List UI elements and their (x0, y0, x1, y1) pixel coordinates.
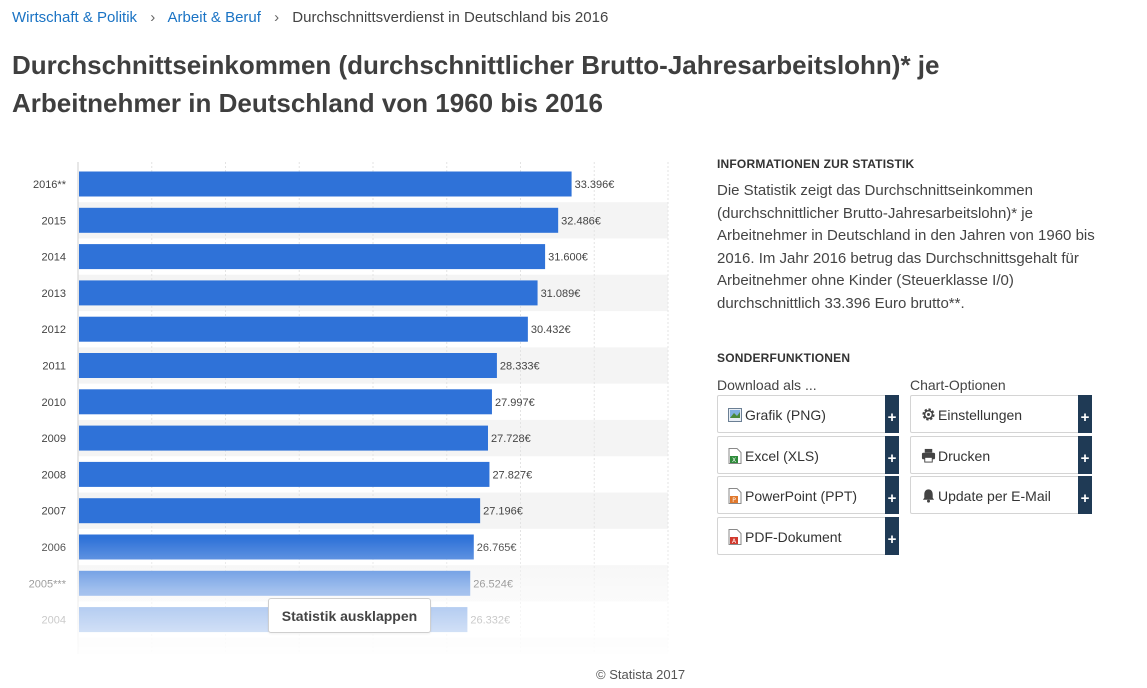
category-label: 2011 (42, 361, 66, 373)
sonderfunktionen-panel: SONDERFUNKTIONEN (717, 351, 1117, 365)
download-xls-button[interactable]: X Excel (XLS) + (717, 436, 899, 474)
excel-file-icon: X (728, 448, 742, 464)
breadcrumb: Wirtschaft & Politik › Arbeit & Beruf › … (12, 9, 608, 26)
category-label: 2007 (42, 506, 66, 518)
plus-icon: + (1078, 395, 1092, 433)
breadcrumb-link-arbeit[interactable]: Arbeit & Beruf (167, 9, 261, 26)
sonderfunktionen-heading: SONDERFUNKTIONEN (717, 351, 851, 365)
category-label: 2012 (42, 324, 66, 336)
value-label: 26.765€ (477, 542, 517, 554)
download-label: Download als ... (717, 377, 817, 393)
bar-chart: 2016** 33.396€ 2015 32.486€ 2014 31.600€ 2013 3… (0, 162, 680, 654)
download-pdf-label: PDF-Dokument (745, 529, 842, 545)
bar (79, 244, 546, 270)
bar (79, 353, 497, 378)
value-label: 27.196€ (483, 506, 523, 518)
svg-text:X: X (732, 457, 736, 464)
category-label: 2016** (33, 179, 67, 191)
bar (79, 316, 528, 342)
info-panel: INFORMATIONEN ZUR STATISTIK Die Statisti… (717, 157, 1117, 315)
bar (79, 570, 471, 596)
category-label: 2008 (42, 469, 66, 481)
svg-text:P: P (732, 497, 736, 504)
bar-chart-svg: 2016** 33.396€ 2015 32.486€ 2014 31.600€ 2013 3… (29, 162, 669, 654)
bar (79, 389, 492, 415)
download-png-button[interactable]: Grafik (PNG) + (717, 395, 899, 433)
powerpoint-file-icon: P (728, 488, 742, 504)
bar (79, 171, 572, 197)
bar (79, 461, 490, 487)
info-heading: INFORMATIONEN ZUR STATISTIK (717, 157, 915, 171)
breadcrumb-current: Durchschnittsverdienst in Deutschland bi… (292, 9, 609, 26)
value-label: 31.600€ (548, 252, 588, 264)
download-xls-label: Excel (XLS) (745, 448, 819, 464)
breadcrumb-separator: › (274, 9, 280, 26)
gear-icon (922, 408, 935, 421)
copyright: © Statista 2017 (596, 667, 686, 682)
value-label: 32.486€ (561, 215, 601, 227)
expand-statistic-button[interactable]: Statistik ausklappen (268, 598, 431, 633)
image-icon (728, 408, 742, 422)
value-label: 33.396€ (575, 179, 615, 191)
download-ppt-label: PowerPoint (PPT) (745, 488, 858, 504)
value-label: 31.089€ (541, 288, 581, 300)
breadcrumb-separator: › (150, 9, 156, 26)
download-ppt-button[interactable]: P PowerPoint (PPT) + (717, 476, 899, 514)
category-label: 2005*** (29, 578, 67, 590)
category-label: 2010 (42, 397, 66, 409)
bar (79, 425, 488, 451)
category-label: 2006 (42, 542, 66, 554)
value-label: 26.524€ (473, 578, 513, 590)
value-label: 26.332€ (470, 615, 510, 627)
category-label: 2014 (42, 252, 66, 264)
bar (79, 498, 481, 524)
bar (79, 207, 559, 233)
plus-icon: + (885, 436, 899, 474)
plus-icon: + (1078, 476, 1092, 514)
email-update-label: Update per E-Mail (938, 488, 1051, 504)
info-text: Die Statistik zeigt das Durchschnittsein… (717, 182, 1095, 312)
printer-icon (921, 448, 936, 463)
chart-options-label: Chart-Optionen (910, 377, 1006, 393)
settings-label: Einstellungen (938, 407, 1023, 423)
download-png-label: Grafik (PNG) (745, 407, 826, 423)
print-label: Drucken (938, 448, 991, 464)
category-label: 2013 (42, 288, 66, 300)
page-title: Durchschnittseinkommen (durchschnittlich… (12, 50, 940, 118)
category-label: 2004 (42, 615, 66, 627)
category-label: 2015 (42, 215, 66, 227)
value-label: 28.333€ (500, 361, 540, 373)
email-update-button[interactable]: Update per E-Mail + (910, 476, 1092, 514)
breadcrumb-link-wirtschaft[interactable]: Wirtschaft & Politik (12, 9, 138, 26)
value-label: 30.432€ (531, 324, 571, 336)
print-button[interactable]: Drucken + (910, 436, 1092, 474)
download-pdf-button[interactable]: A PDF-Dokument + (717, 517, 899, 555)
pdf-file-icon: A (728, 529, 742, 545)
svg-text:A: A (732, 538, 737, 545)
category-label: 2009 (42, 433, 66, 445)
settings-button[interactable]: Einstellungen + (910, 395, 1092, 433)
bell-icon (922, 489, 935, 503)
plus-icon: + (1078, 436, 1092, 474)
plus-icon: + (885, 476, 899, 514)
value-label: 27.728€ (491, 433, 531, 445)
plus-icon: + (885, 395, 899, 433)
value-label: 27.827€ (492, 469, 532, 481)
plus-icon: + (885, 517, 899, 555)
value-label: 27.997€ (495, 397, 535, 409)
bar (79, 534, 474, 560)
bar (79, 280, 538, 306)
